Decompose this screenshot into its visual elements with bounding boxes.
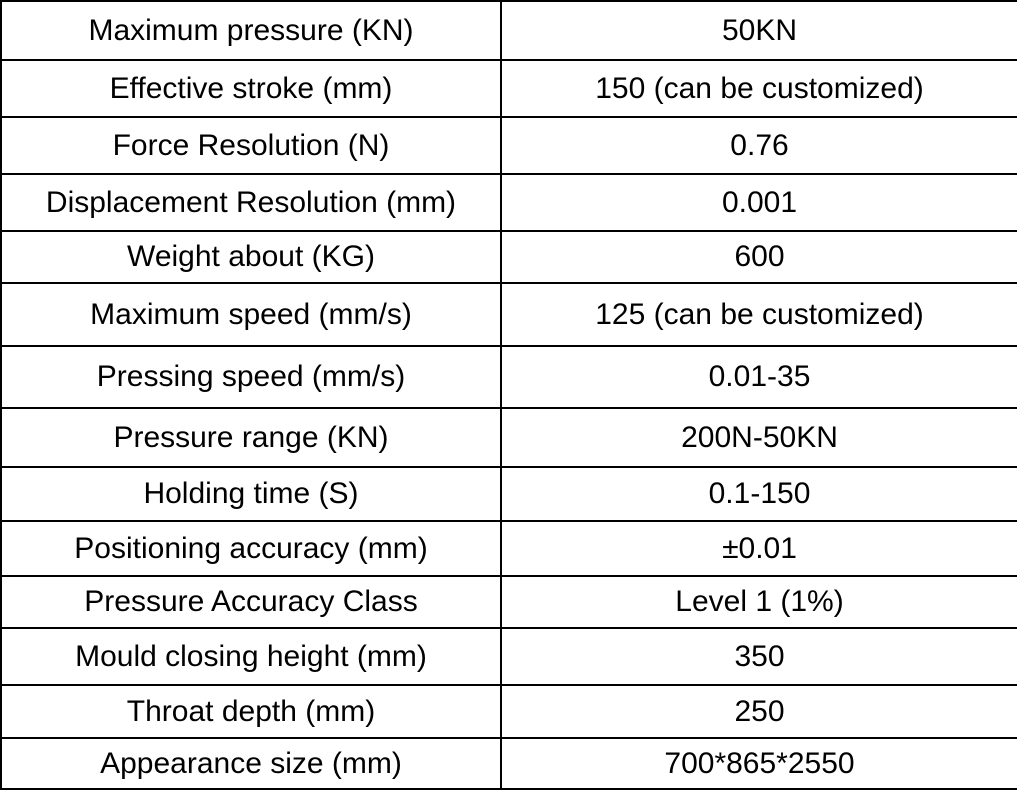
table-row: Displacement Resolution (mm) 0.001 (0, 173, 1017, 232)
parameter-cell: Pressure range (KN) (0, 407, 502, 468)
value-cell: 600 (500, 230, 1017, 284)
table-row: Throat depth (mm) 250 (0, 684, 1017, 739)
parameter-cell: Weight about (KG) (0, 230, 502, 284)
table-row: Pressing speed (mm/s) 0.01-35 (0, 345, 1017, 409)
value-cell: 0.76 (500, 116, 1017, 175)
table-row: Mould closing height (mm) 350 (0, 627, 1017, 686)
value-cell: 125 (can be customized) (500, 282, 1017, 347)
value-cell: 700*865*2550 (500, 737, 1017, 790)
value-cell: 250 (500, 684, 1017, 739)
value-cell: ±0.01 (500, 520, 1017, 577)
parameter-cell: Appearance size (mm) (0, 737, 502, 790)
parameter-cell: Mould closing height (mm) (0, 627, 502, 686)
parameter-cell: Displacement Resolution (mm) (0, 173, 502, 232)
parameter-cell: Effective stroke (mm) (0, 59, 502, 118)
parameter-cell: Pressing speed (mm/s) (0, 345, 502, 409)
table-row: Positioning accuracy (mm) ±0.01 (0, 520, 1017, 577)
value-cell: 150 (can be customized) (500, 59, 1017, 118)
table-row: Maximum pressure (KN) 50KN (0, 0, 1017, 61)
parameter-cell: Force Resolution (N) (0, 116, 502, 175)
table-row: Appearance size (mm) 700*865*2550 (0, 737, 1017, 790)
table-row: Effective stroke (mm) 150 (can be custom… (0, 59, 1017, 118)
value-cell: 0.01-35 (500, 345, 1017, 409)
parameter-cell: Maximum pressure (KN) (0, 0, 502, 61)
value-cell: 200N-50KN (500, 407, 1017, 468)
table-row: Pressure range (KN) 200N-50KN (0, 407, 1017, 468)
parameter-cell: Maximum speed (mm/s) (0, 282, 502, 347)
table-row: Force Resolution (N) 0.76 (0, 116, 1017, 175)
table-row: Holding time (S) 0.1-150 (0, 466, 1017, 522)
value-cell: 50KN (500, 0, 1017, 61)
value-cell: 0.001 (500, 173, 1017, 232)
parameter-cell: Positioning accuracy (mm) (0, 520, 502, 577)
table-row: Pressure Accuracy Class Level 1 (1%) (0, 575, 1017, 629)
value-cell: 0.1-150 (500, 466, 1017, 522)
parameter-cell: Holding time (S) (0, 466, 502, 522)
table-row: Weight about (KG) 600 (0, 230, 1017, 284)
parameter-cell: Throat depth (mm) (0, 684, 502, 739)
value-cell: Level 1 (1%) (500, 575, 1017, 629)
parameter-cell: Pressure Accuracy Class (0, 575, 502, 629)
table-row: Maximum speed (mm/s) 125 (can be customi… (0, 282, 1017, 347)
value-cell: 350 (500, 627, 1017, 686)
